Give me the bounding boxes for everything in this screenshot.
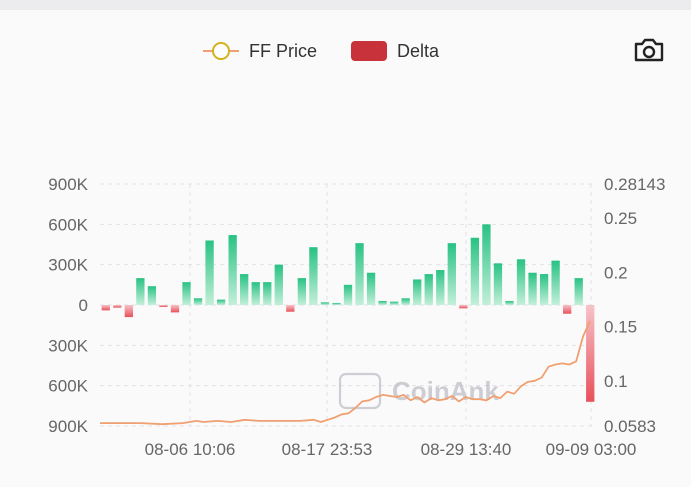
left-axis-tick: 900K bbox=[48, 417, 88, 436]
delta-bar[interactable] bbox=[297, 278, 307, 305]
delta-bar[interactable] bbox=[101, 305, 110, 311]
delta-bar[interactable] bbox=[366, 272, 376, 305]
delta-bar[interactable] bbox=[113, 305, 122, 308]
delta-bar[interactable] bbox=[424, 274, 433, 305]
delta-bar[interactable] bbox=[551, 260, 560, 305]
legend: FF Price Delta bbox=[0, 38, 691, 64]
x-axis-tick: 09-09 03:00 bbox=[546, 440, 637, 459]
ff-price-line[interactable] bbox=[100, 320, 591, 426]
right-axis-tick: 0.28143 bbox=[604, 175, 665, 194]
delta-bar[interactable] bbox=[505, 300, 514, 305]
camera-icon[interactable] bbox=[633, 37, 665, 63]
legend-item-ff-price[interactable]: FF Price bbox=[203, 38, 317, 64]
watermark-text: CoinAnk bbox=[392, 376, 499, 406]
delta-bar[interactable] bbox=[136, 278, 145, 305]
delta-bar[interactable] bbox=[413, 279, 422, 305]
delta-bar[interactable] bbox=[159, 305, 168, 308]
delta-bar[interactable] bbox=[205, 240, 214, 305]
right-axis: 0.28143 0.25 0.2 0.15 0.1 0.0583 bbox=[604, 175, 665, 436]
x-axis-tick: 08-29 13:40 bbox=[421, 440, 512, 459]
left-axis-tick: 300K bbox=[48, 336, 88, 355]
legend-item-delta[interactable]: Delta bbox=[351, 38, 439, 64]
legend-label-ff-price: FF Price bbox=[249, 40, 318, 61]
delta-bars bbox=[101, 224, 595, 402]
delta-bar[interactable] bbox=[447, 243, 456, 305]
delta-bar[interactable] bbox=[493, 263, 503, 305]
delta-bar[interactable] bbox=[574, 278, 583, 305]
watermark: CoinAnk bbox=[338, 372, 499, 410]
delta-bar[interactable] bbox=[193, 298, 203, 305]
delta-bar[interactable] bbox=[240, 274, 249, 305]
delta-bar[interactable] bbox=[320, 302, 330, 305]
delta-bar[interactable] bbox=[482, 224, 491, 305]
delta-bar[interactable] bbox=[228, 235, 237, 305]
legend-label-delta: Delta bbox=[397, 40, 440, 61]
x-axis: 08-06 10:06 08-17 23:53 08-29 13:40 09-09 0… bbox=[145, 440, 637, 459]
left-axis-tick: 600K bbox=[48, 215, 88, 234]
top-strip bbox=[0, 0, 691, 10]
delta-bar[interactable] bbox=[124, 305, 133, 318]
left-axis-tick: 300K bbox=[48, 256, 88, 275]
delta-bar[interactable] bbox=[436, 270, 445, 305]
delta-bar[interactable] bbox=[528, 272, 537, 305]
price-line bbox=[100, 320, 591, 426]
delta-bar[interactable] bbox=[170, 305, 180, 313]
left-axis-tick: 900K bbox=[48, 175, 88, 194]
delta-bar[interactable] bbox=[182, 282, 191, 305]
delta-bar[interactable] bbox=[286, 305, 295, 312]
delta-bar[interactable] bbox=[539, 274, 549, 305]
ff-price-line-marker-icon bbox=[203, 41, 239, 61]
right-axis-tick: 0.2 bbox=[604, 263, 628, 282]
x-axis-tick: 08-17 23:53 bbox=[282, 440, 373, 459]
left-axis-tick: 0 bbox=[79, 296, 88, 315]
x-axis-tick: 08-06 10:06 bbox=[145, 440, 236, 459]
delta-bar[interactable] bbox=[309, 247, 318, 305]
delta-bar[interactable] bbox=[147, 286, 157, 305]
delta-bar[interactable] bbox=[459, 305, 468, 309]
delta-bar[interactable] bbox=[332, 302, 341, 305]
delta-swatch-icon bbox=[351, 41, 387, 61]
delta-bar[interactable] bbox=[216, 299, 226, 305]
delta-bar[interactable] bbox=[563, 305, 572, 314]
delta-bar[interactable] bbox=[263, 282, 272, 305]
delta-bar[interactable] bbox=[586, 305, 595, 402]
delta-bar[interactable] bbox=[389, 301, 399, 305]
delta-bar[interactable] bbox=[343, 284, 353, 305]
right-axis-tick: 0.15 bbox=[604, 318, 637, 337]
right-axis-tick: 0.0583 bbox=[604, 417, 656, 436]
delta-bar[interactable] bbox=[516, 259, 526, 305]
left-axis-tick: 600K bbox=[48, 377, 88, 396]
delta-bar[interactable] bbox=[401, 298, 410, 305]
delta-bar[interactable] bbox=[470, 237, 480, 305]
delta-bar[interactable] bbox=[274, 264, 283, 305]
right-axis-tick: 0.25 bbox=[604, 209, 637, 228]
watermark-logo-icon bbox=[338, 372, 382, 410]
delta-bar[interactable] bbox=[378, 300, 387, 305]
delta-bar[interactable] bbox=[355, 243, 364, 305]
left-axis: 900K 600K 300K 0 300K 600K 900K bbox=[48, 175, 88, 436]
delta-bar[interactable] bbox=[251, 282, 260, 305]
right-axis-tick: 0.1 bbox=[604, 372, 628, 391]
